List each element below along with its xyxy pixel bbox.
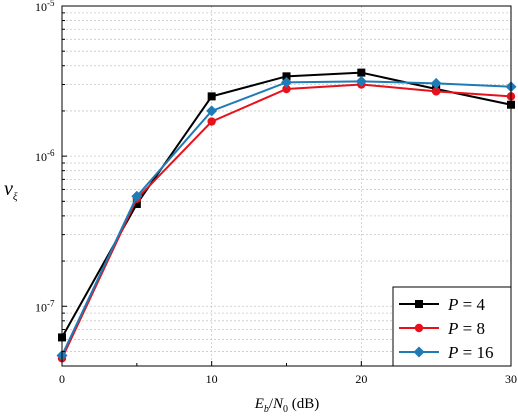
series-point bbox=[415, 300, 423, 308]
series-point bbox=[207, 117, 216, 126]
x-tick-label: 0 bbox=[59, 372, 65, 386]
series-point bbox=[206, 105, 218, 117]
x-tick-label: 20 bbox=[355, 372, 367, 386]
legend-label: P = 16 bbox=[447, 343, 493, 362]
tick-labels: 0 10 20 30 10-7 10-6 10-5 bbox=[35, 0, 517, 386]
series-point bbox=[357, 68, 366, 77]
series-point bbox=[355, 75, 367, 87]
series-point bbox=[131, 190, 143, 202]
y-tick-label: 10-7 bbox=[35, 298, 55, 314]
y-axis-title: vξ bbox=[4, 178, 18, 203]
series-layer bbox=[56, 68, 517, 363]
series-point bbox=[430, 77, 442, 89]
legend-label: P = 8 bbox=[447, 319, 485, 338]
series-point bbox=[132, 199, 141, 208]
series-point bbox=[431, 87, 441, 96]
series-point bbox=[414, 323, 424, 333]
y-tick-label: 10-6 bbox=[35, 148, 55, 164]
series-point bbox=[207, 92, 216, 101]
series-point bbox=[281, 76, 292, 88]
series-point bbox=[282, 72, 291, 81]
x-tick-label: 10 bbox=[206, 372, 218, 386]
x-axis-title: Eb/N0 (dB) bbox=[254, 396, 320, 415]
legend: P = 4 P = 8 P = 16 bbox=[392, 286, 512, 367]
series-point bbox=[413, 346, 425, 358]
legend-label: P = 4 bbox=[447, 295, 485, 314]
y-tick-label: 10-5 bbox=[35, 0, 55, 14]
x-tick-label: 30 bbox=[505, 372, 517, 386]
series-point bbox=[282, 84, 291, 94]
